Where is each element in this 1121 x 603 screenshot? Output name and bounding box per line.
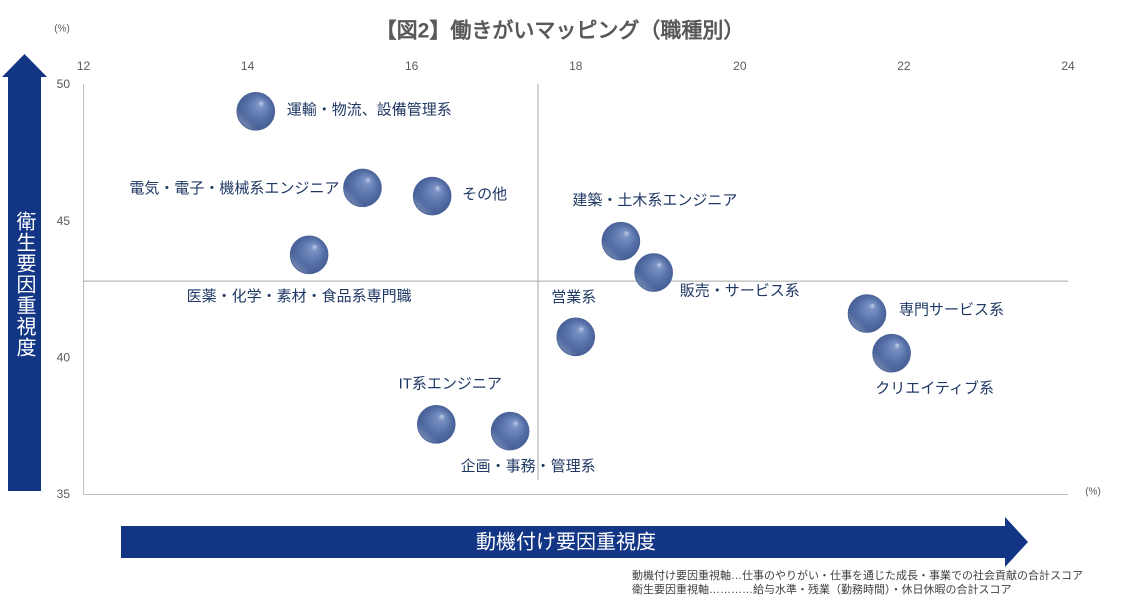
bubble-sheen — [848, 295, 886, 333]
x-tick-label: 22 — [897, 59, 911, 73]
x-tick-label: 18 — [569, 59, 583, 73]
point-label: 営業系 — [551, 289, 596, 306]
point-label: クリエイティブ系 — [875, 379, 994, 397]
y-tick-label: 45 — [57, 214, 71, 228]
bubble-sheen — [602, 222, 640, 260]
bubble-point — [601, 221, 641, 261]
bubble-point — [343, 168, 382, 208]
y-tick-labels: 50 45 40 35 — [57, 77, 71, 501]
bubble-sheen — [557, 318, 595, 356]
chart-title: 【図2】働きがいマッピング（職種別） — [376, 19, 745, 43]
bubble-sheen — [413, 177, 451, 215]
x-axis-title: 動機付け要因重視度 — [476, 530, 656, 553]
x-tick-label: 24 — [1061, 59, 1075, 73]
x-tick-label: 16 — [405, 59, 419, 73]
point-label: 電気・電子・機械系エンジニア — [129, 180, 339, 197]
bubble-point — [490, 411, 530, 451]
bubble-point — [556, 317, 596, 357]
bubble-sheen — [491, 412, 529, 450]
point-label: 医薬・化学・素材・食品系専門職 — [187, 288, 412, 305]
y-unit-label: (%) — [54, 24, 70, 35]
x-tick-label: 14 — [241, 59, 255, 73]
bubble-sheen — [873, 334, 911, 372]
footnote-hygiene-axis: 衛生要因重視軸…………給与水準・残業（勤務時間）・休日休暇の合計スコア — [632, 582, 1012, 596]
bubble-sheen — [343, 169, 381, 207]
footnote-motivation-axis: 動機付け要因重視軸…仕事のやりがい・仕事を通じた成長・事業での社会貢献の合計スコ… — [632, 568, 1083, 582]
point-label: その他 — [462, 186, 507, 203]
point-label: 運輸・物流、設備管理系 — [287, 101, 452, 118]
bubble-point — [236, 92, 276, 131]
bubble-point — [289, 235, 329, 275]
x-unit-label: (%) — [1085, 487, 1101, 498]
bubble-points — [236, 92, 911, 451]
point-label: 専門サービス系 — [899, 302, 1004, 319]
x-tick-label: 20 — [733, 59, 747, 73]
y-tick-label: 35 — [57, 487, 71, 501]
y-axis-title: 衛生要因重視度 — [13, 210, 35, 358]
bubble-sheen — [635, 254, 673, 292]
reference-lines — [83, 84, 1068, 480]
bubble-point — [412, 176, 452, 216]
x-tick-labels: 12 14 16 18 20 22 24 — [77, 59, 1075, 73]
x-tick-label: 12 — [77, 59, 91, 73]
bubble-point — [634, 253, 673, 292]
x-axis-arrow — [121, 517, 1028, 567]
point-label: 企画・事務・管理系 — [461, 457, 596, 475]
bubble-sheen — [290, 236, 328, 274]
bubble-sheen — [237, 92, 275, 130]
y-axis-arrow — [2, 54, 47, 491]
bubble-point — [416, 404, 456, 444]
point-label: 建築・土木系エンジニア — [572, 191, 737, 209]
bubble-point — [847, 294, 887, 333]
bubble-point — [872, 333, 911, 373]
bubble-sheen — [417, 405, 455, 443]
y-tick-label: 40 — [57, 351, 71, 365]
y-tick-label: 50 — [57, 77, 71, 91]
point-label: 販売・サービス系 — [680, 283, 800, 300]
point-label: IT系エンジニア — [399, 375, 502, 392]
